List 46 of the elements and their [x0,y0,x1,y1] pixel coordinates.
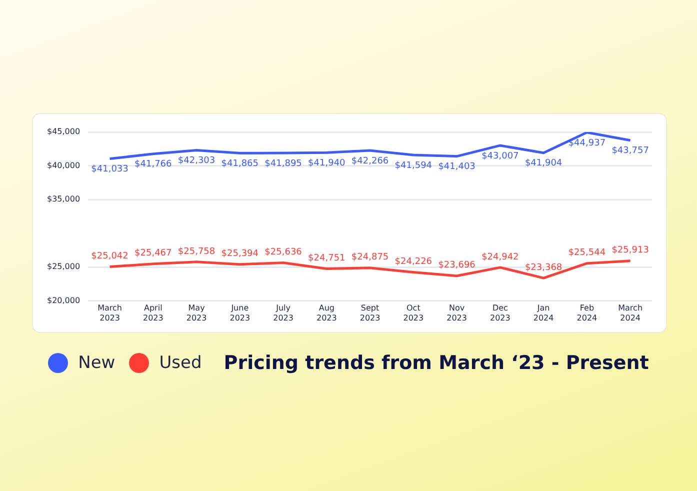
legend-label: New [78,353,116,373]
data-label: $25,394 [221,249,259,260]
data-label: $41,940 [308,158,346,169]
x-tick-label: Nov 2023 [446,304,467,322]
x-tick-label: Oct 2023 [403,304,424,322]
data-label: $43,757 [612,146,649,156]
y-tick-label: $25,000 [46,262,80,272]
data-label: $41,766 [134,160,172,170]
x-tick-label: April 2023 [142,304,164,322]
data-label: $41,865 [221,159,259,170]
x-tick-label: Dec 2023 [490,304,510,322]
x-tick-label: July 2023 [273,304,294,322]
data-label: $41,033 [91,164,128,175]
x-tick-label: Feb 2024 [576,304,598,322]
x-tick-label: Jan 2024 [533,304,554,322]
data-label: $41,904 [524,158,562,169]
y-tick-label: $45,000 [46,127,80,136]
data-label: $25,913 [612,246,649,256]
y-tick-label: $35,000 [46,194,80,204]
data-label: $25,636 [264,248,302,258]
y-tick-label: $20,000 [46,296,80,305]
x-tick-label: March 2023 [98,304,122,322]
data-label: $25,758 [178,246,216,257]
data-label: $41,403 [438,162,476,172]
data-label: $24,875 [351,252,389,263]
data-label: $25,042 [91,252,128,262]
x-tick-label: Sept 2023 [360,304,380,322]
data-label: $23,696 [438,260,476,271]
data-label: $41,594 [394,160,432,171]
x-tick-label: March 2024 [618,304,643,322]
x-tick-label: Aug 2023 [316,304,337,322]
data-label: $42,266 [351,156,389,166]
x-tick-label: May 2023 [186,304,207,322]
x-tick-label: June 2023 [230,304,250,322]
data-label: $24,751 [308,254,346,264]
data-label: $23,368 [524,262,562,273]
data-label: $41,895 [264,158,302,169]
y-tick-label: $40,000 [46,160,80,170]
text: Pricing trends from March ‘23 - Present [224,352,649,374]
legend-label: Used [159,353,202,373]
data-label: $24,226 [394,257,432,268]
data-label: $25,467 [134,248,172,259]
data-label: $24,942 [482,252,519,262]
data-label: $43,007 [482,151,519,162]
data-label: $25,544 [568,248,606,258]
data-label: $42,303 [178,156,216,166]
